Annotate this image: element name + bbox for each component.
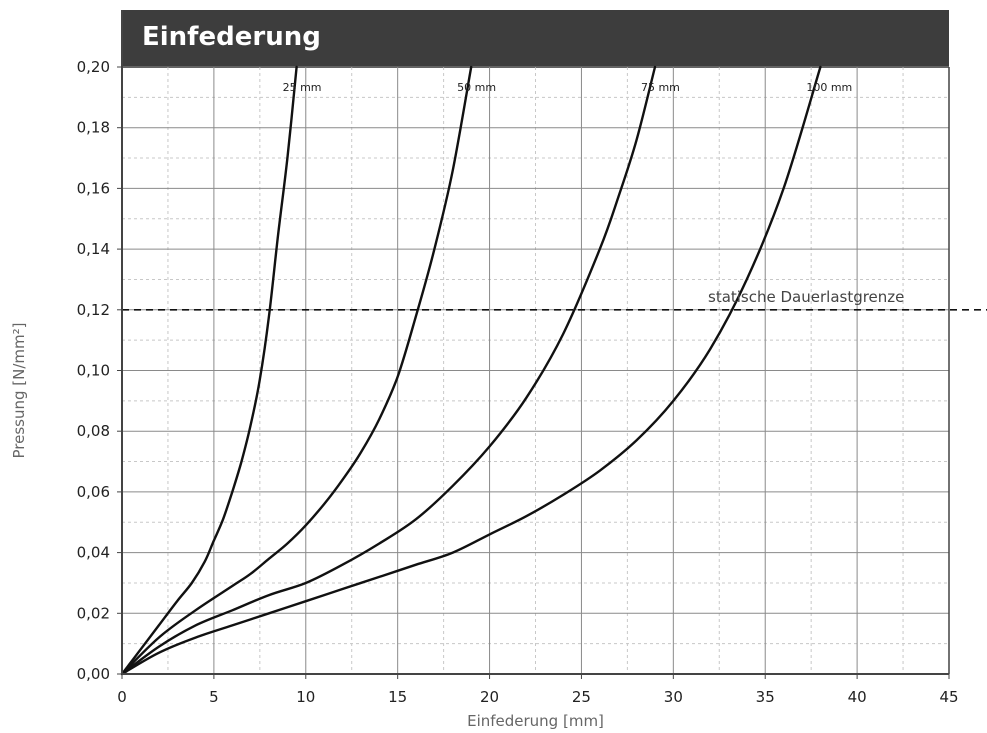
y-tick-label: 0,04 [77, 544, 110, 562]
x-tick-label: 10 [296, 688, 315, 706]
x-tick-label: 40 [848, 688, 867, 706]
y-tick-label: 0,06 [77, 483, 110, 501]
x-tick-label: 45 [939, 688, 958, 706]
x-tick-label: 35 [756, 688, 775, 706]
x-tick-label: 0 [117, 688, 127, 706]
y-tick-label: 0,20 [77, 58, 110, 76]
x-tick-label: 25 [572, 688, 591, 706]
series-line-2 [120, 65, 473, 676]
x-axis-label: Einfederung [mm] [467, 712, 604, 730]
series-line-4 [120, 65, 822, 676]
y-tick-label: 0,12 [77, 301, 110, 319]
y-tick-label: 0,14 [77, 240, 110, 258]
grid [122, 66, 949, 674]
series-label-4: 100 mm [806, 81, 852, 94]
labels: 0 5 10 15 20 25 30 35 40 45 0,00 0,02 0,04 0,06 0,08 0,… [10, 58, 959, 730]
chart-title: Einfederung [142, 22, 321, 52]
series-group [120, 65, 822, 676]
x-tick-label: 20 [480, 688, 499, 706]
series-label-2: 50 mm [457, 81, 496, 94]
y-tick-label: 0,08 [77, 422, 110, 440]
x-tick-label: 15 [388, 688, 407, 706]
y-tick-label: 0,10 [77, 362, 110, 380]
y-tick-label: 0,02 [77, 604, 110, 622]
series-line-3 [120, 65, 657, 676]
y-tick-label: 0,18 [77, 119, 110, 137]
y-tick-label: 0,00 [77, 665, 110, 683]
reference-line-label: statische Dauerlastgrenze [708, 288, 904, 306]
chart-title-bar: Einfederung [122, 10, 949, 68]
series-label-3: 75 mm [641, 81, 680, 94]
x-tick-label: 5 [209, 688, 219, 706]
axes [117, 10, 950, 679]
series-label-1: 25 mm [283, 81, 322, 94]
series-line-1 [120, 65, 298, 676]
y-axis-label: Pressung [N/mm²] [10, 323, 28, 459]
x-tick-label: 30 [664, 688, 683, 706]
y-tick-label: 0,16 [77, 179, 110, 197]
